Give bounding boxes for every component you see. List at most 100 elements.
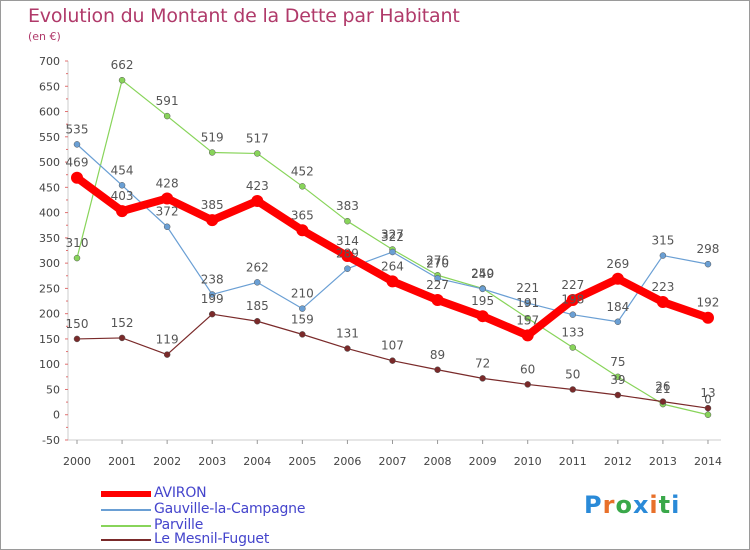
- data-label: 591: [156, 94, 179, 108]
- data-point: [524, 314, 531, 322]
- x-tick-label: 2003: [198, 455, 226, 468]
- data-label: 221: [516, 281, 539, 295]
- data-label: 383: [336, 199, 359, 213]
- data-label: 119: [156, 333, 179, 347]
- data-point: [254, 279, 261, 286]
- data-label: 269: [606, 257, 629, 271]
- y-tick-label: 0: [53, 409, 60, 422]
- y-tick-label: 400: [39, 207, 60, 220]
- data-point: [208, 149, 216, 156]
- data-point: [208, 291, 216, 298]
- data-label: 185: [246, 299, 269, 313]
- y-tick-label: 450: [39, 181, 60, 194]
- data-label: 227: [426, 278, 449, 292]
- y-tick-label: 600: [39, 106, 60, 119]
- data-label: 152: [111, 316, 134, 330]
- data-point: [704, 411, 712, 418]
- data-point: [614, 373, 622, 381]
- data-label: 198: [561, 293, 584, 307]
- data-label: 238: [201, 272, 224, 286]
- data-label: 210: [291, 287, 314, 301]
- data-label: 454: [111, 163, 134, 177]
- x-tick-label: 2004: [243, 455, 271, 468]
- data-label: 452: [291, 164, 314, 178]
- data-label: 159: [291, 312, 314, 326]
- data-point: [254, 150, 261, 157]
- data-label: 50: [565, 367, 580, 381]
- data-point: [659, 252, 667, 259]
- data-point: [431, 294, 444, 307]
- data-point: [163, 223, 171, 230]
- data-label: 314: [336, 234, 359, 248]
- data-point: [614, 318, 622, 326]
- x-tick-label: 2006: [333, 455, 361, 468]
- data-point: [206, 214, 219, 227]
- data-point: [71, 171, 83, 184]
- legend-swatch-parville: [101, 525, 151, 527]
- data-label: 75: [610, 355, 625, 369]
- data-point: [479, 285, 486, 293]
- legend-swatch-mesnil: [101, 539, 151, 541]
- logo-letter: x: [632, 491, 650, 519]
- data-label: 131: [336, 327, 359, 341]
- data-point: [659, 398, 667, 405]
- legend-label-aviron: AVIRON: [154, 485, 207, 501]
- data-label: 72: [475, 356, 490, 370]
- data-label: 199: [201, 292, 224, 306]
- data-label: 249: [471, 267, 494, 281]
- data-label: 39: [610, 373, 625, 387]
- data-label: 250: [471, 266, 494, 280]
- data-point: [161, 192, 174, 205]
- data-point: [118, 76, 126, 84]
- data-point: [569, 386, 577, 393]
- y-tick-label: 300: [39, 257, 60, 270]
- data-point: [299, 305, 306, 312]
- y-tick-label: 200: [39, 308, 60, 321]
- data-label: 315: [651, 234, 674, 248]
- y-tick-label: 350: [39, 232, 60, 245]
- data-point: [118, 182, 126, 189]
- y-tick-label: 650: [39, 80, 60, 93]
- data-label: 469: [66, 156, 89, 170]
- data-point: [704, 260, 712, 268]
- data-point: [251, 194, 264, 207]
- data-point: [299, 331, 306, 338]
- x-tick-label: 2011: [559, 455, 587, 468]
- y-tick-label: 700: [39, 55, 60, 68]
- data-label: 276: [426, 253, 449, 267]
- legend-swatch-gauville: [101, 509, 151, 511]
- data-point: [344, 345, 351, 352]
- data-point: [344, 217, 351, 225]
- data-point: [296, 224, 309, 237]
- data-point: [611, 272, 624, 285]
- x-tick-label: 2002: [153, 455, 181, 468]
- data-label: 327: [381, 227, 404, 241]
- data-point: [116, 205, 129, 218]
- data-point: [656, 296, 669, 309]
- x-tick-label: 2009: [469, 455, 497, 468]
- y-tick-label: 50: [46, 383, 60, 396]
- logo-letter: i: [649, 491, 659, 519]
- data-label: 270: [426, 256, 449, 270]
- data-label: 191: [516, 296, 539, 310]
- data-label: 519: [201, 130, 224, 144]
- data-point: [521, 329, 534, 342]
- logo-letter: o: [615, 491, 633, 519]
- data-point: [434, 275, 441, 282]
- data-label: 262: [246, 260, 269, 274]
- data-label: 298: [697, 242, 720, 256]
- data-label: 107: [381, 339, 404, 353]
- data-label: 264: [381, 259, 404, 273]
- data-point: [163, 351, 171, 358]
- data-point: [73, 254, 81, 262]
- data-label: 403: [111, 189, 134, 203]
- data-label: 428: [156, 176, 179, 190]
- x-tick-label: 2014: [694, 455, 722, 468]
- data-label: 195: [471, 294, 494, 308]
- data-label: 310: [66, 236, 89, 250]
- data-point: [479, 375, 486, 382]
- data-label: 227: [561, 278, 584, 292]
- data-point: [341, 250, 354, 263]
- x-tick-label: 2005: [288, 455, 316, 468]
- logo-letter: t: [658, 491, 672, 519]
